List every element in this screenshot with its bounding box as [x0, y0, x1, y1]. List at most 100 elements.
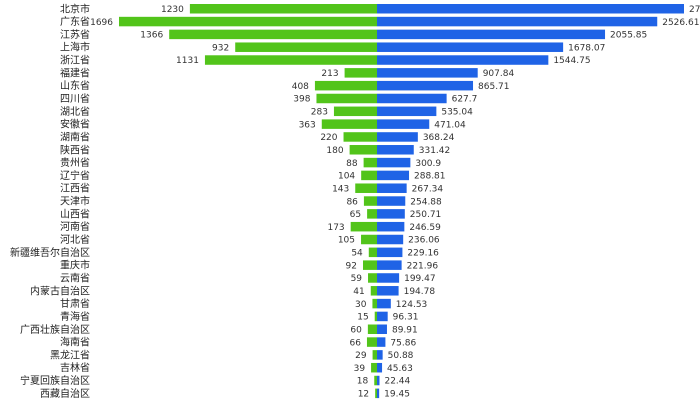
category-label: 贵州省 — [60, 156, 90, 169]
right-value-label: 368.24 — [423, 133, 455, 143]
chart-row: 广东省 1696 2526.61 — [60, 15, 699, 28]
right-value-label: 194.78 — [404, 287, 436, 297]
chart-row: 云南省 59 199.47 — [60, 271, 436, 284]
bar-right — [377, 298, 391, 309]
left-value-label: 29 — [355, 351, 367, 361]
left-value-label: 283 — [311, 108, 328, 118]
right-value-label: 246.59 — [409, 223, 441, 233]
left-value-label: 86 — [346, 197, 358, 207]
category-label: 吉林省 — [60, 361, 90, 374]
bar-right — [377, 4, 684, 14]
category-label: 甘肃省 — [60, 297, 90, 310]
left-value-label: 54 — [351, 249, 363, 259]
bar-right — [377, 209, 405, 219]
right-value-label: 229.16 — [407, 249, 439, 259]
chart-row: 山东省 408 865.71 — [60, 79, 510, 92]
bar-left — [363, 157, 377, 168]
bar-right — [377, 247, 403, 258]
right-value-label: 50.88 — [388, 351, 414, 361]
bar-left — [235, 42, 377, 52]
left-value-label: 30 — [355, 300, 367, 310]
bar-right — [377, 324, 387, 334]
bar-right — [377, 273, 400, 283]
bar-left — [363, 260, 377, 270]
left-value-label: 92 — [346, 261, 357, 271]
bar-right — [377, 388, 380, 399]
chart-row: 贵州省 88 300.9 — [60, 156, 441, 169]
right-value-label: 254.88 — [410, 197, 442, 207]
left-value-label: 143 — [332, 184, 349, 194]
bar-right — [377, 183, 407, 193]
chart-row: 内蒙古自治区 41 194.78 — [30, 284, 435, 297]
chart-row: 西藏自治区 12 19.45 — [40, 387, 410, 400]
bar-left — [204, 55, 377, 65]
bar-right — [377, 145, 414, 155]
category-label: 广西壮族自治区 — [20, 323, 90, 336]
category-label: 上海市 — [60, 41, 90, 54]
left-value-label: 1230 — [161, 5, 184, 15]
bar-left — [368, 273, 377, 283]
chart-row: 湖北省 283 535.04 — [60, 105, 473, 118]
left-value-label: 408 — [292, 82, 309, 92]
bar-right — [377, 286, 399, 296]
left-value-label: 66 — [350, 338, 362, 348]
bar-left — [367, 209, 377, 219]
right-value-label: 288.81 — [414, 172, 446, 182]
left-value-label: 88 — [346, 159, 358, 169]
bar-right — [377, 132, 418, 142]
chart-row: 海南省 66 75.86 — [60, 336, 416, 349]
left-value-label: 932 — [212, 43, 229, 53]
category-label: 江西省 — [60, 182, 90, 195]
bar-left — [375, 388, 377, 399]
bar-right — [377, 234, 404, 245]
chart-row: 广西壮族自治区 60 89.91 — [20, 323, 418, 336]
left-value-label: 104 — [338, 172, 355, 182]
chart-row: 江西省 143 267.34 — [60, 182, 443, 195]
chart-row: 青海省 15 96.31 — [60, 310, 418, 323]
chart-row: 上海市 932 1678.07 — [60, 41, 605, 54]
bar-right — [377, 93, 447, 104]
bar-right — [377, 362, 383, 373]
right-value-label: 124.53 — [396, 300, 428, 310]
left-value-label: 1366 — [140, 31, 163, 41]
chart-row: 黑龙江省 29 50.88 — [50, 348, 414, 361]
bar-right — [377, 106, 437, 117]
bar-left — [119, 16, 377, 27]
chart-row: 吉林省 39 45.63 — [60, 361, 413, 374]
right-value-label: 89.91 — [392, 325, 418, 335]
bar-left — [372, 350, 377, 360]
left-value-label: 12 — [358, 390, 369, 400]
chart-row: 四川省 398 627.7 — [60, 92, 477, 105]
bar-right — [377, 375, 380, 386]
chart-row: 浙江省 1131 1544.75 — [60, 54, 591, 67]
bar-left — [169, 29, 377, 40]
bar-right — [377, 29, 606, 40]
right-value-label: 331.42 — [419, 146, 451, 156]
bar-left — [367, 324, 377, 334]
bar-right — [377, 119, 430, 129]
right-value-label: 75.86 — [390, 338, 416, 348]
right-value-label: 221.96 — [407, 261, 439, 271]
category-label: 云南省 — [60, 271, 90, 284]
right-value-label: 250.71 — [410, 210, 442, 220]
bar-left — [189, 4, 377, 14]
chart-row: 甘肃省 30 124.53 — [60, 297, 427, 310]
bar-right — [377, 311, 388, 322]
right-value-label: 907.84 — [483, 69, 515, 79]
category-label: 陕西省 — [60, 143, 90, 156]
bar-left — [350, 221, 377, 232]
category-label: 山东省 — [60, 79, 90, 92]
left-value-label: 1131 — [176, 56, 199, 66]
bar-left — [344, 68, 377, 78]
category-label: 天津市 — [60, 195, 90, 208]
bar-right — [377, 221, 405, 232]
category-label: 宁夏回族自治区 — [20, 374, 90, 387]
right-value-label: 471.04 — [434, 120, 466, 130]
right-value-label: 300.9 — [415, 159, 441, 169]
bar-left — [371, 362, 377, 373]
chart-row: 北京市 1230 2767.83 — [60, 2, 700, 15]
bar-right — [377, 68, 478, 78]
chart-row: 新疆维吾尔自治区 54 229.16 — [10, 246, 439, 259]
right-value-label: 627.7 — [452, 95, 478, 105]
